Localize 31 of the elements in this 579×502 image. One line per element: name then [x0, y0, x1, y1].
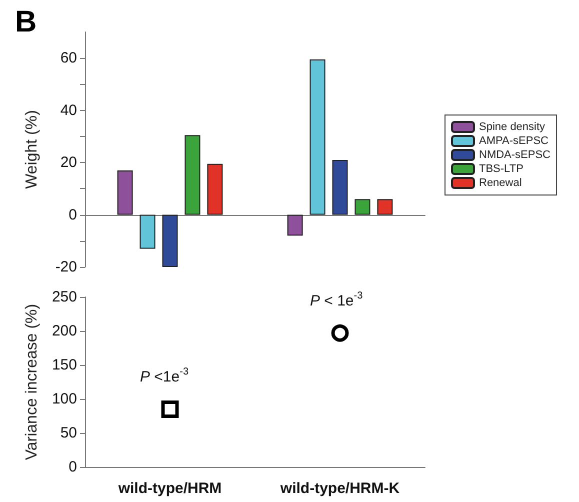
y-tick-label: 100 — [52, 390, 77, 408]
y-tick-label: 40 — [60, 102, 77, 119]
legend-label: TBS-LTP — [479, 163, 524, 175]
chart-title: B — [15, 6, 37, 38]
y-axis-title: Weight (%) — [24, 110, 40, 189]
y-tick-label: 200 — [52, 322, 77, 340]
legend-label: Spine density — [479, 121, 546, 133]
bar — [162, 214, 178, 267]
y-tick-label: 0 — [68, 458, 77, 476]
y-tick-label: -20 — [55, 258, 77, 276]
x-tick-label: wild-type/HRM-K — [279, 480, 400, 497]
bar — [310, 59, 326, 215]
x-tick-label: wild-type/HRM — [117, 480, 222, 497]
bar — [117, 170, 133, 215]
bar — [207, 164, 223, 215]
y-tick-label: 0 — [68, 206, 77, 224]
y-tick-label: 50 — [60, 424, 77, 442]
bar — [377, 199, 393, 215]
legend-label: Renewal — [479, 177, 522, 189]
y-tick-label: 60 — [60, 50, 77, 67]
bar — [332, 160, 348, 215]
legend-label: NMDA-sEPSC — [479, 149, 551, 161]
y-tick-label: 250 — [52, 288, 77, 306]
legend-label: AMPA-sEPSC — [479, 135, 549, 147]
bar — [287, 214, 303, 236]
bar — [184, 135, 200, 215]
bar — [140, 214, 156, 249]
y-axis-title: Variance increase (%) — [24, 304, 40, 460]
y-tick-label: 20 — [60, 154, 77, 172]
bar — [354, 199, 370, 215]
y-tick-label: 150 — [52, 356, 77, 374]
